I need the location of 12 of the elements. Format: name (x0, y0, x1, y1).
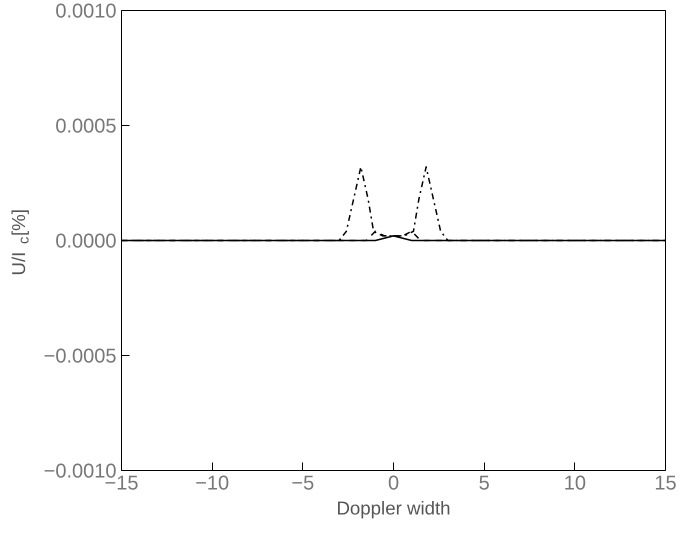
x-axis-title: Doppler width (336, 498, 451, 518)
x-tick-label: 5 (478, 472, 490, 494)
y-tick-label: 0.0010 (55, 0, 116, 22)
x-tick-label: 10 (564, 472, 586, 494)
y-axis-title: U/Ic[%] (8, 209, 32, 276)
y-tick-label: 0.0000 (55, 230, 116, 252)
x-tick-label: −10 (195, 472, 230, 494)
y-tick-label: −0.0005 (44, 346, 117, 368)
x-tick-label: −5 (291, 472, 314, 494)
y-tick-label: 0.0005 (55, 116, 116, 138)
x-tick-label: 0 (388, 472, 400, 494)
x-tick-label: 15 (654, 472, 677, 494)
